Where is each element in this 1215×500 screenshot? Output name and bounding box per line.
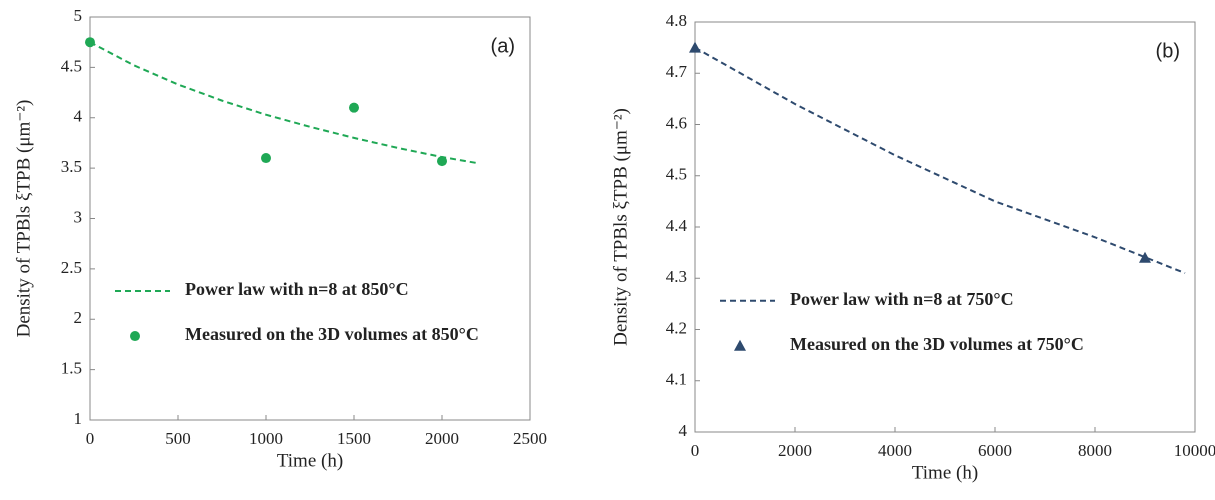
chart: 4 4.1 4.2 4.3 4.4 4.5 4.6 4.7 4.8 0 2000 4000 6000 80… — [610, 11, 1215, 483]
legend-label: Power law with n=8 at 850°C — [185, 279, 409, 299]
x-tick-label: 10000 — [1174, 441, 1215, 460]
x-tick-label: 4000 — [878, 441, 912, 460]
legend-swatch — [734, 339, 746, 351]
y-tick-label: 4.5 — [666, 165, 687, 184]
y-tick-label: 4 — [679, 421, 688, 440]
x-tick-label: 1500 — [337, 429, 371, 448]
marker — [85, 37, 95, 48]
legend-swatch — [130, 331, 140, 342]
y-tick-label: 1 — [74, 409, 83, 428]
x-axis-label: Time (h) — [912, 462, 978, 483]
chart: 1 1.5 2 2.5 3 3.5 4 4.5 5 0 500 1000 1500 2000 2500 Tim… — [13, 6, 547, 471]
y-tick-label: 4.3 — [666, 267, 687, 286]
x-tick-label: 0 — [86, 429, 95, 448]
y-tick-label: 5 — [74, 6, 83, 25]
legend-label: Measured on the 3D volumes at 850°C — [185, 324, 479, 344]
marker — [349, 102, 359, 113]
marker — [689, 41, 701, 53]
x-tick-label: 0 — [691, 441, 700, 460]
legend-label: Measured on the 3D volumes at 750°C — [790, 334, 1084, 354]
y-tick-label: 4.7 — [666, 62, 688, 81]
x-tick-label: 500 — [165, 429, 191, 448]
y-tick-label: 4.4 — [666, 216, 688, 235]
y-tick-label: 3.5 — [61, 157, 82, 176]
marker — [437, 156, 447, 167]
y-tick-label: 4 — [74, 107, 83, 126]
y-tick-label: 2 — [74, 308, 83, 327]
y-tick-label: 3 — [74, 207, 83, 226]
plot-frame — [694, 21, 1196, 433]
y-tick-label: 4.1 — [666, 370, 687, 389]
x-tick-label: 2500 — [513, 429, 547, 448]
line — [89, 41, 478, 165]
y-tick-label: 2.5 — [61, 258, 82, 277]
y-tick-label: 4.5 — [61, 56, 82, 75]
annotation: (a) — [491, 35, 515, 57]
y-tick-label: 4.2 — [666, 318, 687, 337]
y-tick-label: 4.8 — [666, 11, 687, 30]
x-tick-label: 1000 — [249, 429, 283, 448]
annotation: (b) — [1156, 40, 1180, 62]
y-axis-label: Density of TPBls ξTPB (μm⁻²) — [610, 108, 631, 346]
legend-label: Power law with n=8 at 750°C — [790, 289, 1014, 309]
x-axis-label: Time (h) — [277, 450, 343, 471]
x-tick-label: 2000 — [425, 429, 459, 448]
line — [694, 46, 1186, 275]
x-tick-label: 8000 — [1078, 441, 1112, 460]
marker — [261, 153, 271, 164]
plot-frame — [89, 16, 531, 421]
y-tick-label: 1.5 — [61, 359, 82, 378]
y-tick-label: 4.6 — [666, 113, 687, 132]
x-tick-label: 2000 — [778, 441, 812, 460]
marker — [1139, 251, 1151, 263]
x-tick-label: 6000 — [978, 441, 1012, 460]
y-axis-label: Density of TPBls ξTPB (μm⁻²) — [13, 100, 34, 338]
